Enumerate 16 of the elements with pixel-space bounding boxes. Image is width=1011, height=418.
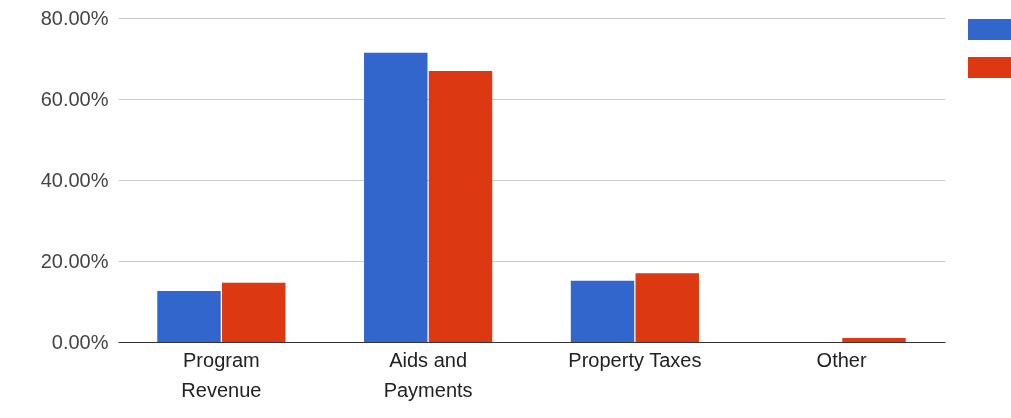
bar xyxy=(222,282,286,342)
y-tick-label: 0.00% xyxy=(51,330,109,353)
bar xyxy=(364,52,428,342)
x-tick-label: Other xyxy=(816,348,867,371)
bar xyxy=(157,290,221,342)
y-tick-label: 80.00% xyxy=(40,6,109,29)
x-tick-label: Property Taxes xyxy=(568,348,702,371)
bar xyxy=(428,71,493,342)
bar xyxy=(570,280,635,342)
y-tick-label: 60.00% xyxy=(40,87,109,110)
y-tick-label: 20.00% xyxy=(40,249,109,272)
y-tick-label: 40.00% xyxy=(40,168,109,191)
bar xyxy=(842,337,906,342)
x-tick-label: Program Revenue xyxy=(181,348,262,401)
bar xyxy=(635,273,699,342)
x-tick-label: Aids and Payments xyxy=(383,348,473,401)
